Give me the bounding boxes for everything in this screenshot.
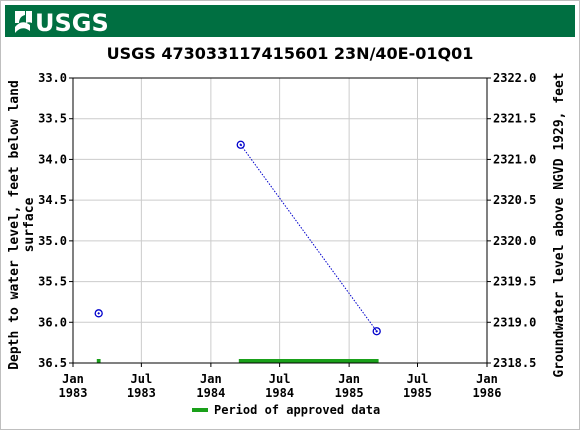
x-tick-label-year: 1983 bbox=[127, 386, 156, 400]
legend: Period of approved data bbox=[192, 403, 380, 417]
data-series bbox=[94, 140, 381, 336]
x-tick-label-month: Jul bbox=[131, 372, 153, 386]
x-tick-label-month: Jul bbox=[269, 372, 291, 386]
y-left-tick-label: 33.0 bbox=[38, 71, 67, 85]
chart-title: USGS 473033117415601 23N/40E-01Q01 bbox=[107, 44, 474, 63]
x-tick-label-year: 1985 bbox=[335, 386, 364, 400]
grid-lines bbox=[72, 77, 488, 364]
x-tick-label-month: Jul bbox=[407, 372, 429, 386]
y-left-tick-label: 34.0 bbox=[38, 152, 67, 166]
y-right-tick-label: 2319.5 bbox=[493, 275, 536, 289]
y-right-tick-label: 2321.0 bbox=[493, 152, 536, 166]
y-right-tick-label: 2320.5 bbox=[493, 193, 536, 207]
y-left-tick-label: 35.0 bbox=[38, 234, 67, 248]
y-axis-left-title-line1: Depth to water level, feet below land bbox=[7, 80, 22, 370]
y-left-tick-label: 33.5 bbox=[38, 112, 67, 126]
y-axis-right-title: Groundwater level above NGVD 1929, feet bbox=[552, 72, 567, 377]
data-point bbox=[236, 140, 245, 149]
x-tick-label-month: Jan bbox=[200, 372, 222, 386]
y-axis-left-title-line2: surface bbox=[22, 197, 37, 252]
x-tick-label-year: 1984 bbox=[265, 386, 294, 400]
x-tick-label-year: 1985 bbox=[403, 386, 432, 400]
y-left-tick-label: 36.5 bbox=[38, 356, 67, 370]
x-axis-ticks: Jan1983Jul1983Jan1984Jul1984Jan1985Jul19… bbox=[59, 363, 502, 400]
data-point bbox=[94, 309, 103, 318]
legend-label-approved: Period of approved data bbox=[214, 403, 380, 417]
y-right-tick-label: 2318.5 bbox=[493, 356, 536, 370]
y-left-tick-label: 34.5 bbox=[38, 193, 67, 207]
x-tick-label-month: Jan bbox=[338, 372, 360, 386]
y-right-tick-label: 2321.5 bbox=[493, 112, 536, 126]
x-tick-label-year: 1986 bbox=[473, 386, 502, 400]
x-tick-label-year: 1983 bbox=[59, 386, 88, 400]
x-tick-label-month: Jan bbox=[62, 372, 84, 386]
usgs-header-bar: USGS bbox=[5, 5, 575, 37]
y-left-tick-label: 36.0 bbox=[38, 315, 67, 329]
usgs-logo[interactable]: USGS bbox=[13, 5, 113, 37]
x-tick-label-year: 1984 bbox=[196, 386, 225, 400]
y-axis-right-ticks: 2322.0 2321.5 2321.0 2320.5 2320.0 2319.5 2319… bbox=[487, 71, 536, 370]
x-tick-label-month: Jan bbox=[476, 372, 498, 386]
usgs-logo-text: USGS bbox=[35, 9, 109, 37]
y-right-tick-label: 2322.0 bbox=[493, 71, 536, 85]
y-right-tick-label: 2320.0 bbox=[493, 234, 536, 248]
y-left-tick-label: 35.5 bbox=[38, 275, 67, 289]
y-right-tick-label: 2319.0 bbox=[493, 315, 536, 329]
data-point bbox=[372, 327, 381, 336]
series-connector-line bbox=[240, 144, 378, 332]
y-axis-left-ticks: 33.0 33.5 34.0 34.5 35.0 35.5 36.0 36.5 bbox=[38, 71, 73, 370]
